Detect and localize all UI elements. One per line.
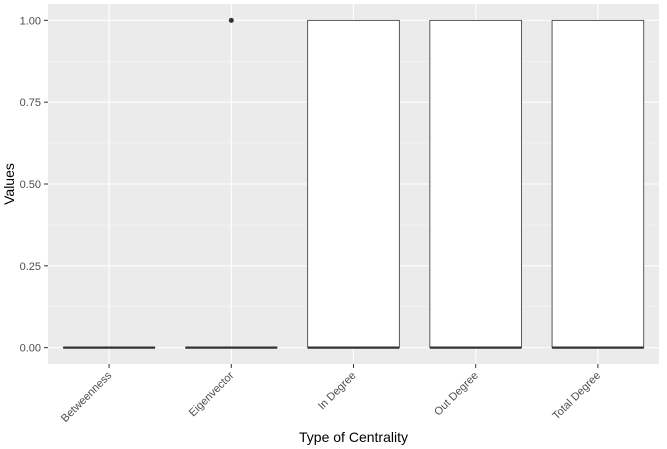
- box-total-degree: [551, 19, 645, 349]
- outlier-point: [228, 17, 234, 23]
- box-body: [429, 19, 522, 349]
- box-body: [551, 19, 645, 349]
- y-tick-label: 0.00: [20, 343, 41, 355]
- box-eigenvector: [185, 17, 278, 349]
- x-tick-label: Out Degree: [432, 370, 481, 419]
- y-tick-label: 0.50: [20, 179, 41, 191]
- x-tick-label: Total Degree: [550, 370, 603, 423]
- box-out-degree: [429, 19, 522, 349]
- y-tick-label: 1.00: [20, 15, 41, 27]
- box-in-degree: [307, 19, 400, 349]
- y-axis: 0.00 0.25 0.50 0.75 1.00: [20, 15, 48, 355]
- x-tick-label: Betweenness: [59, 369, 115, 425]
- x-axis: Betweenness Eigenvector In Degree Out Degre…: [59, 364, 603, 425]
- y-tick-label: 0.25: [20, 261, 41, 273]
- x-tick-label: Eigenvector: [187, 369, 237, 419]
- box-body: [307, 19, 400, 349]
- y-tick-label: 0.75: [20, 97, 41, 109]
- x-tick-label: In Degree: [316, 370, 359, 413]
- x-axis-title: Type of Centrality: [299, 429, 408, 445]
- box-series: [62, 17, 645, 349]
- y-axis-title: Values: [1, 163, 17, 205]
